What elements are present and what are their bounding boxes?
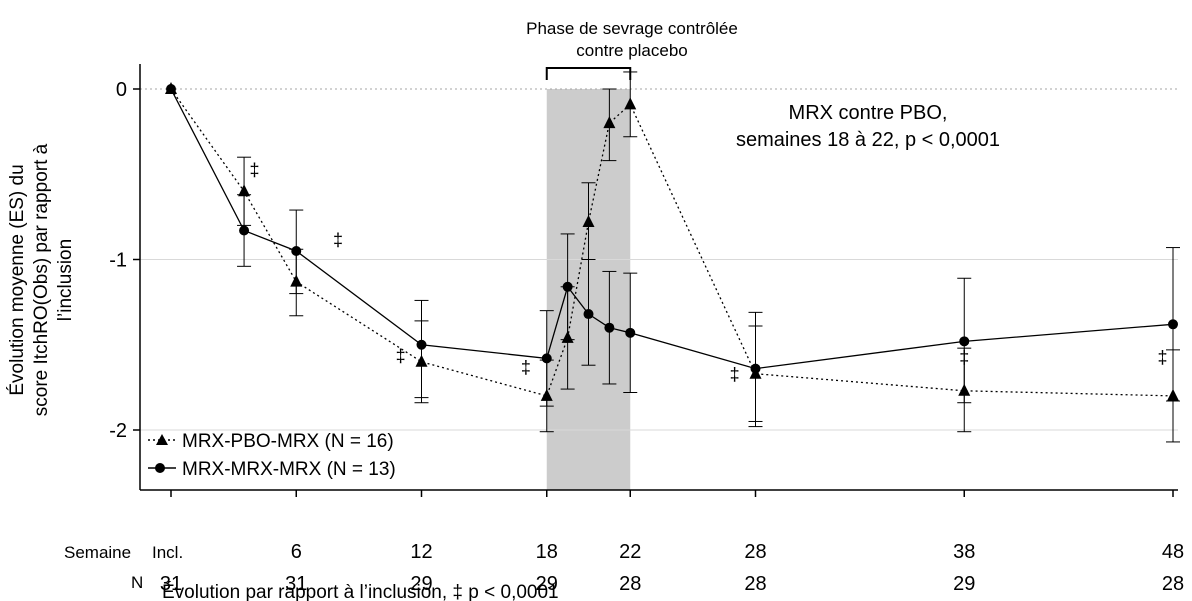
y-axis-title: Évolution moyenne (ES) du score ItchRO(O… [7, 143, 76, 416]
significance-marker-3: ‡ [521, 358, 531, 378]
n-value-0: 31 [160, 573, 182, 595]
data-point-1-6 [583, 309, 594, 320]
data-point-0-7 [603, 116, 616, 129]
x-row-label: Semaine [64, 543, 131, 562]
significance-marker-1: ‡ [333, 230, 343, 250]
data-point-1-10 [959, 336, 970, 347]
legend: MRX-PBO-MRX (N = 16) MRX-MRX-MRX (N = 13… [148, 431, 396, 480]
data-point-1-0 [166, 84, 176, 94]
n-value-2: 29 [410, 573, 432, 595]
x-tick-label-6: 38 [953, 541, 975, 563]
data-point-0-8 [624, 97, 637, 110]
data-point-1-11 [1168, 319, 1178, 330]
annotation-line-2: semaines 18 à 22, p < 0,0001 [736, 129, 1000, 151]
series-line-1 [170, 88, 1174, 370]
x-tick-label-5: 28 [744, 541, 766, 563]
y-axis-title-line-3: l’inclusion [55, 239, 76, 321]
n-value-5: 28 [744, 573, 766, 595]
x-tick-label-0: Incl. [152, 543, 183, 562]
significance-marker-6: ‡ [1158, 348, 1168, 368]
y-axis-title-line-1: Évolution moyenne (ES) du [7, 164, 28, 395]
footnote: Évolution par rapport à l’inclusion, ‡ p… [162, 582, 559, 601]
significance-marker-0: ‡ [249, 160, 259, 180]
x-tick-label-2: 12 [410, 541, 432, 563]
x-tick-label-3: 18 [536, 541, 558, 563]
x-tick-label-7: 48 [1162, 541, 1184, 563]
x-tick-label-1: 6 [291, 541, 302, 563]
data-point-1-8 [625, 327, 636, 338]
y-tick-label-0: 0 [116, 79, 127, 101]
series-layer [165, 71, 1180, 443]
data-point-0-1 [238, 184, 251, 197]
n-value-7: 28 [1162, 573, 1184, 595]
n-value-3: 29 [536, 573, 558, 595]
triangle-marker-icon [156, 434, 168, 445]
significance-marker-5: ‡ [959, 348, 969, 368]
significance-markers: ‡ ‡ ‡ ‡ ‡ ‡ ‡ [249, 160, 1167, 385]
data-point-1-1 [239, 225, 250, 236]
n-value-1: 31 [285, 573, 307, 595]
data-point-1-7 [604, 322, 615, 333]
grid-lines [140, 88, 1178, 431]
legend-label-mrx-mrx-mrx: MRX-MRX-MRX (N = 13) [182, 459, 396, 480]
phase-label-line-2: contre placebo [576, 41, 688, 60]
n-value-6: 29 [953, 573, 975, 595]
y-tick-label-1: -1 [109, 250, 127, 272]
circle-marker-icon [155, 463, 165, 473]
significance-marker-4: ‡ [730, 365, 740, 385]
data-point-1-9 [750, 363, 761, 374]
annotation-line-1: MRX contre PBO, [789, 102, 948, 124]
data-point-1-4 [541, 353, 552, 364]
y-axis-title-line-2: score ItchRO(Obs) par rapport à [31, 143, 52, 416]
phase-label-line-1: Phase de sevrage contrôlée [526, 19, 738, 38]
axes: 0 -1 -2 [109, 64, 1178, 497]
x-tick-label-4: 22 [619, 541, 641, 563]
y-tick-label-2: -2 [109, 420, 127, 442]
series-line-0 [170, 88, 1174, 397]
series-1 [166, 84, 1180, 428]
n-row-values: 31 31 29 29 28 28 29 28 [160, 573, 1184, 595]
significance-marker-2: ‡ [396, 346, 406, 366]
data-point-0-6 [582, 214, 595, 227]
x-tick-labels: Incl. 6 12 18 22 28 38 48 [152, 541, 1184, 563]
legend-label-mrx-pbo-mrx: MRX-PBO-MRX (N = 16) [182, 431, 394, 452]
data-point-1-3 [416, 339, 427, 350]
data-point-1-2 [291, 245, 302, 256]
n-row-label: N [131, 573, 143, 592]
phase-bracket [545, 67, 632, 80]
n-value-4: 28 [619, 573, 641, 595]
data-point-1-5 [562, 281, 573, 292]
series-0 [165, 71, 1180, 443]
